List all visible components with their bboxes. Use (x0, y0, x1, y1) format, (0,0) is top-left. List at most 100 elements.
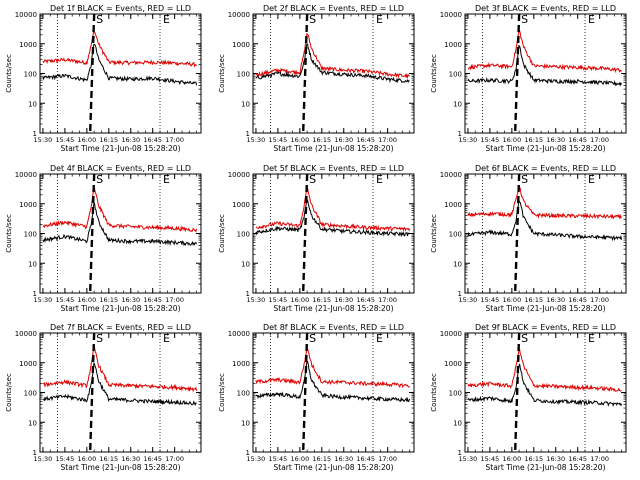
x-tick-label: 16:30 (546, 455, 565, 463)
x-tick-label: 16:00 (77, 296, 96, 304)
x-tick-label: 16:30 (334, 296, 353, 304)
start-annotation: S (521, 13, 528, 26)
y-tick-label: 1000 (232, 360, 250, 368)
lld-series-line (42, 29, 197, 68)
y-axis-label: Counts/sec (5, 373, 13, 412)
x-tick-label: 16:00 (502, 296, 521, 304)
plot-frame (39, 13, 202, 134)
y-tick-label: 10000 (228, 11, 250, 19)
x-tick-label: 15:30 (34, 296, 53, 304)
plot-frame (39, 332, 202, 453)
x-tick-label: 15:30 (247, 455, 266, 463)
x-tick-label: 15:45 (269, 455, 288, 463)
y-tick-label: 10000 (228, 171, 250, 179)
x-tick-label: 16:15 (524, 136, 543, 144)
x-tick-label: 16:00 (502, 136, 521, 144)
y-tick-label: 10 (28, 419, 37, 427)
x-tick-label: 15:45 (56, 296, 75, 304)
y-tick-label: 1000 (444, 360, 462, 368)
plot-frame (464, 332, 627, 453)
x-axis-label: Start Time (21-Jun-08 15:28:20) (61, 463, 181, 472)
x-tick-label: 16:15 (524, 455, 543, 463)
peak-dashed-marker (513, 13, 521, 134)
x-tick-label: 15:45 (56, 455, 75, 463)
y-tick-label: 1000 (232, 201, 250, 209)
events-series-line (255, 360, 411, 403)
lld-series-line (467, 29, 622, 74)
x-axis-label: Start Time (21-Jun-08 15:28:20) (486, 144, 606, 153)
y-tick-label: 1000 (19, 360, 37, 368)
x-tick-label: 16:45 (568, 136, 587, 144)
peak-dashed-marker (88, 332, 96, 453)
x-tick-label: 16:15 (99, 136, 118, 144)
x-tick-label: 17:00 (378, 455, 397, 463)
y-tick-label: 1000 (232, 41, 250, 49)
x-tick-label: 15:30 (34, 136, 53, 144)
y-axis-label: Counts/sec (430, 373, 438, 412)
end-annotation: E (376, 13, 383, 26)
x-axis-label: Start Time (21-Jun-08 15:28:20) (274, 304, 394, 313)
x-tick-label: 17:00 (590, 136, 609, 144)
chart-title: Det 1f BLACK = Events, RED = LLD (50, 4, 191, 13)
peak-dashed-marker (301, 173, 309, 294)
x-tick-label: 16:30 (121, 296, 140, 304)
events-series-line (255, 199, 410, 238)
y-axis-label: Counts/sec (5, 214, 13, 253)
y-tick-label: 10000 (15, 11, 37, 19)
y-tick-label: 10 (241, 260, 250, 268)
x-tick-label: 16:30 (121, 136, 140, 144)
x-tick-label: 16:30 (334, 455, 353, 463)
y-axis-label: Counts/sec (5, 54, 13, 93)
y-tick-label: 1000 (19, 41, 37, 49)
events-series-line (42, 362, 197, 407)
x-tick-label: 16:30 (121, 455, 140, 463)
x-tick-label: 17:00 (165, 296, 184, 304)
y-tick-label: 1 (458, 290, 462, 298)
y-tick-label: 10000 (440, 11, 462, 19)
y-tick-label: 10000 (228, 330, 250, 338)
lld-series-line (467, 348, 622, 392)
x-tick-label: 16:00 (502, 455, 521, 463)
x-tick-label: 16:45 (143, 296, 162, 304)
end-annotation: E (163, 173, 170, 186)
plot-frame (464, 13, 627, 134)
x-tick-label: 16:00 (77, 136, 96, 144)
x-tick-label: 15:30 (459, 136, 478, 144)
peak-dashed-marker (88, 173, 96, 294)
x-tick-label: 15:45 (56, 136, 75, 144)
x-tick-label: 16:00 (290, 455, 309, 463)
x-tick-label: 15:45 (269, 296, 288, 304)
y-tick-label: 100 (24, 71, 37, 79)
x-tick-label: 16:15 (99, 296, 118, 304)
events-series-line (467, 363, 623, 407)
events-series-line (467, 199, 623, 242)
lld-series-line (255, 187, 411, 232)
x-tick-label: 15:30 (459, 455, 478, 463)
chart-title: Det 5f BLACK = Events, RED = LLD (263, 164, 404, 173)
plot-frame (464, 173, 627, 294)
y-tick-label: 100 (449, 231, 462, 239)
x-tick-label: 17:00 (378, 136, 397, 144)
x-tick-label: 16:45 (356, 455, 375, 463)
start-annotation: S (309, 332, 316, 345)
lld-series-line (42, 345, 198, 393)
chart-title: Det 6f BLACK = Events, RED = LLD (475, 164, 616, 173)
x-axis-label: Start Time (21-Jun-08 15:28:20) (61, 144, 181, 153)
y-tick-label: 100 (237, 390, 250, 398)
peak-dashed-marker (301, 332, 309, 453)
x-tick-label: 15:45 (481, 455, 500, 463)
x-tick-label: 15:45 (269, 136, 288, 144)
y-tick-label: 10000 (15, 330, 37, 338)
y-tick-label: 10 (28, 100, 37, 108)
end-annotation: E (588, 332, 595, 345)
x-tick-label: 16:45 (568, 455, 587, 463)
y-axis-label: Counts/sec (218, 214, 226, 253)
y-tick-label: 100 (237, 231, 250, 239)
y-tick-label: 10 (241, 100, 250, 108)
start-annotation: S (96, 13, 103, 26)
plot-frame (39, 173, 202, 294)
chart-title: Det 9f BLACK = Events, RED = LLD (475, 323, 616, 332)
x-tick-label: 16:45 (143, 455, 162, 463)
x-axis-label: Start Time (21-Jun-08 15:28:20) (61, 304, 181, 313)
y-tick-label: 10 (28, 260, 37, 268)
